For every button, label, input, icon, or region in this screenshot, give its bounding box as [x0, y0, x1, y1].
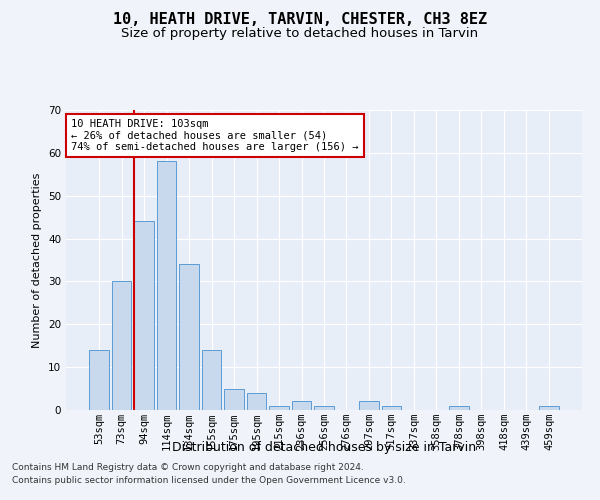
Bar: [359, 402, 379, 410]
Bar: [224, 388, 244, 410]
Text: Size of property relative to detached houses in Tarvin: Size of property relative to detached ho…: [121, 28, 479, 40]
Text: Contains public sector information licensed under the Open Government Licence v3: Contains public sector information licen…: [12, 476, 406, 485]
Bar: [112, 282, 131, 410]
Bar: [382, 406, 401, 410]
Bar: [247, 393, 266, 410]
Bar: [89, 350, 109, 410]
Bar: [314, 406, 334, 410]
Text: 10 HEATH DRIVE: 103sqm
← 26% of detached houses are smaller (54)
74% of semi-det: 10 HEATH DRIVE: 103sqm ← 26% of detached…: [71, 119, 359, 152]
Bar: [134, 222, 154, 410]
Bar: [292, 402, 311, 410]
Bar: [539, 406, 559, 410]
Bar: [202, 350, 221, 410]
Text: 10, HEATH DRIVE, TARVIN, CHESTER, CH3 8EZ: 10, HEATH DRIVE, TARVIN, CHESTER, CH3 8E…: [113, 12, 487, 28]
Bar: [449, 406, 469, 410]
Bar: [179, 264, 199, 410]
Text: Contains HM Land Registry data © Crown copyright and database right 2024.: Contains HM Land Registry data © Crown c…: [12, 464, 364, 472]
Y-axis label: Number of detached properties: Number of detached properties: [32, 172, 43, 348]
Bar: [269, 406, 289, 410]
Bar: [157, 162, 176, 410]
Text: Distribution of detached houses by size in Tarvin: Distribution of detached houses by size …: [172, 441, 476, 454]
